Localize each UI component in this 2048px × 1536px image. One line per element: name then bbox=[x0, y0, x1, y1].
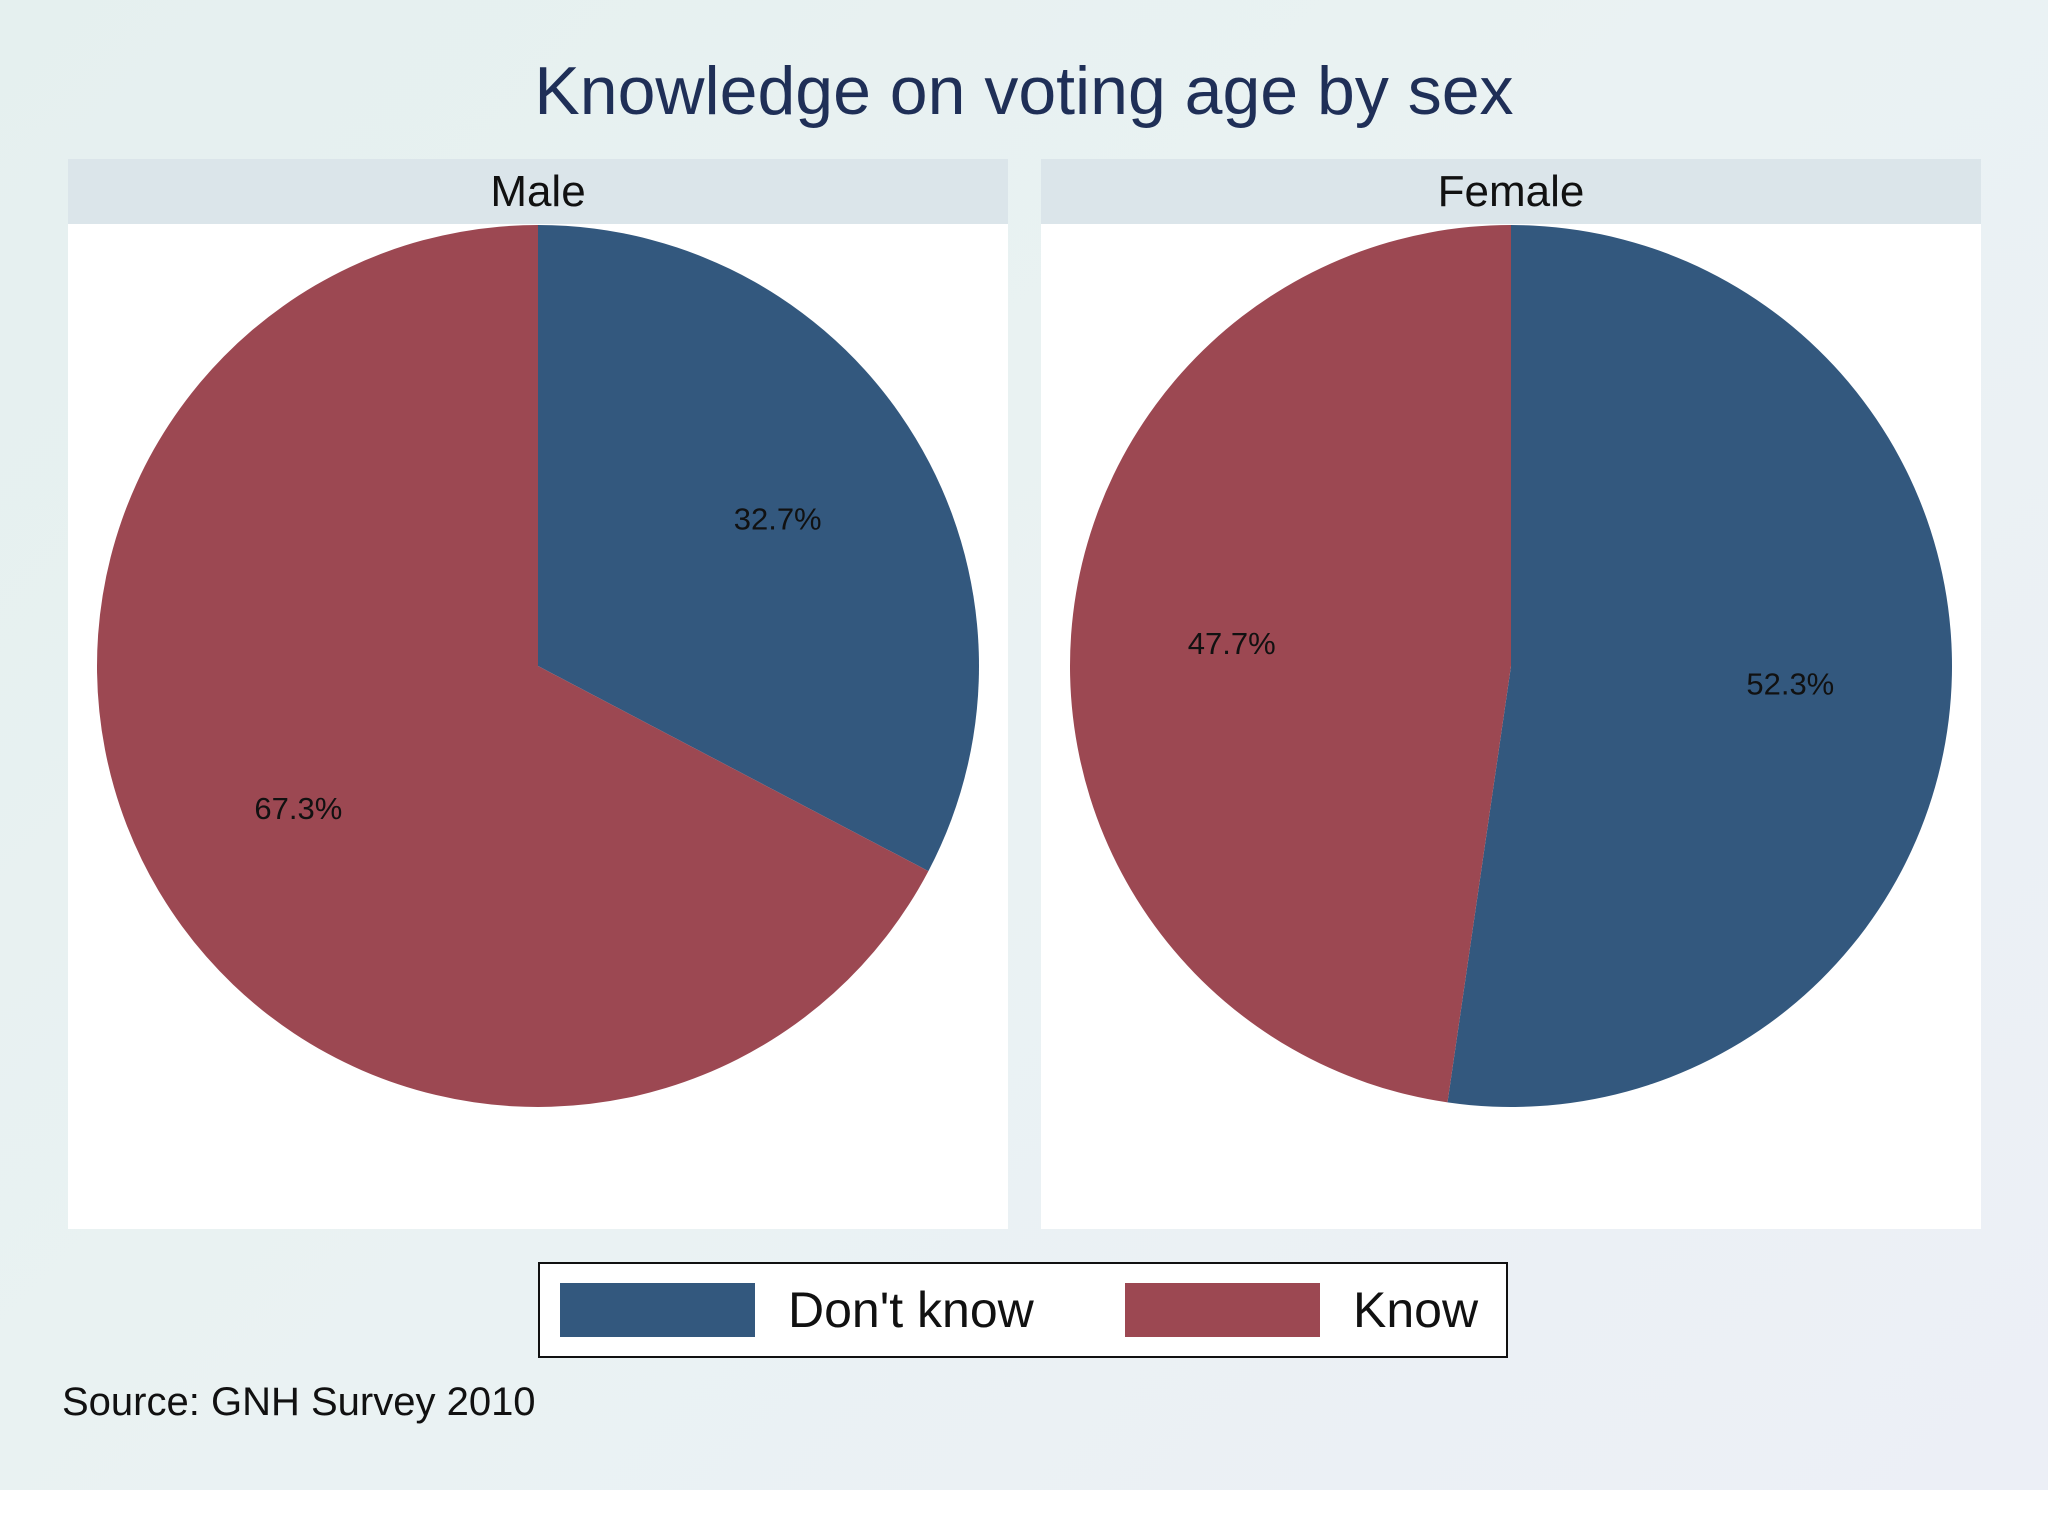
legend-swatch-know bbox=[1125, 1283, 1320, 1337]
slice-label-female-don-t-know: 52.3% bbox=[1746, 666, 1834, 701]
slice-label-male-know: 67.3% bbox=[254, 791, 342, 826]
panel-female: Female 52.3% 47.7% bbox=[1041, 159, 1981, 1229]
pie-slice-female-don-t-know bbox=[1447, 225, 1952, 1107]
pie-slice-female-know bbox=[1070, 225, 1511, 1103]
pie-slice-male-know bbox=[97, 225, 929, 1107]
legend-item-dont-know: Don't know bbox=[560, 1264, 1034, 1356]
pie-chart-male: 32.7% 67.3% bbox=[97, 225, 980, 1107]
chart-title: Knowledge on voting age by sex bbox=[534, 53, 1514, 129]
legend-label-know: Know bbox=[1353, 1282, 1479, 1338]
pie-slice-male-don-t-know bbox=[538, 225, 980, 872]
slice-label-male-don-t-know: 32.7% bbox=[734, 501, 822, 536]
panel-male: Male 32.7% 67.3% bbox=[68, 159, 1008, 1229]
legend-item-know: Know bbox=[1125, 1264, 1478, 1356]
legend-label-dont-know: Don't know bbox=[788, 1282, 1034, 1338]
slice-label-female-know: 47.7% bbox=[1188, 626, 1276, 661]
panel-header-male: Male bbox=[68, 159, 1008, 224]
pie-chart-female: 52.3% 47.7% bbox=[1070, 225, 1952, 1107]
chart-canvas: Knowledge on voting age by sex Male 32.7… bbox=[0, 0, 2048, 1490]
source-note: Source: GNH Survey 2010 bbox=[62, 1380, 536, 1424]
chart-legend: Don't know Know bbox=[538, 1262, 1508, 1358]
panel-header-female: Female bbox=[1041, 159, 1981, 224]
legend-swatch-dont-know bbox=[560, 1283, 755, 1337]
